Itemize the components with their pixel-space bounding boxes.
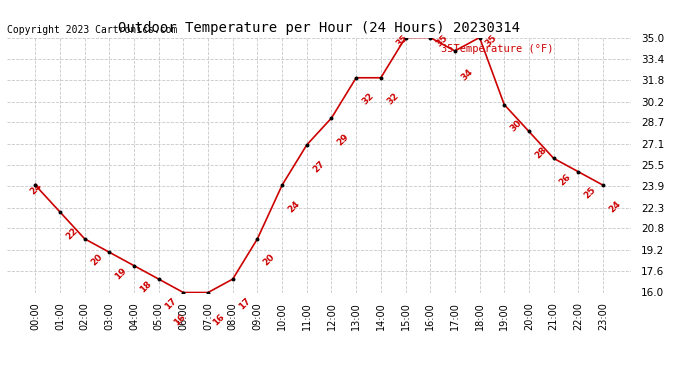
Text: 20: 20 [262,253,277,268]
Text: 30: 30 [509,118,524,134]
Text: Copyright 2023 Cartronics.com: Copyright 2023 Cartronics.com [7,25,177,35]
Text: 29: 29 [335,132,351,147]
Point [277,182,288,188]
Point [55,209,66,215]
Point [375,75,386,81]
Text: 22: 22 [64,226,79,241]
Point [474,34,485,40]
Point [178,290,189,296]
Point [79,236,90,242]
Text: 16: 16 [211,312,226,327]
Text: 24: 24 [286,199,302,214]
Text: 19: 19 [113,266,129,281]
Point [548,155,559,161]
Point [153,276,164,282]
Text: 27: 27 [311,159,326,174]
Point [424,34,435,40]
Point [104,249,115,255]
Text: 17: 17 [237,296,253,311]
Text: 32: 32 [385,92,400,107]
Point [227,276,238,282]
Title: Outdoor Temperature per Hour (24 Hours) 20230314: Outdoor Temperature per Hour (24 Hours) … [118,21,520,35]
Point [203,290,214,296]
Text: 35: 35 [484,33,499,48]
Point [598,182,609,188]
Point [449,48,460,54]
Text: 20: 20 [89,253,104,268]
Text: 34: 34 [459,68,474,83]
Text: 24: 24 [607,199,622,214]
Text: 35Temperature (°F): 35Temperature (°F) [441,44,553,54]
Point [30,182,41,188]
Point [524,129,535,135]
Text: 26: 26 [558,172,573,188]
Point [499,102,510,108]
Text: 25: 25 [582,186,598,201]
Text: 16: 16 [172,312,188,327]
Text: 24: 24 [28,181,43,196]
Point [326,115,337,121]
Point [302,142,313,148]
Point [573,169,584,175]
Text: 28: 28 [533,146,549,160]
Point [351,75,362,81]
Text: 18: 18 [138,279,153,295]
Point [128,262,139,268]
Text: 17: 17 [163,296,178,311]
Point [252,236,263,242]
Point [400,34,411,40]
Text: 32: 32 [360,92,375,107]
Text: 35: 35 [435,33,450,48]
Text: 35: 35 [395,33,410,48]
